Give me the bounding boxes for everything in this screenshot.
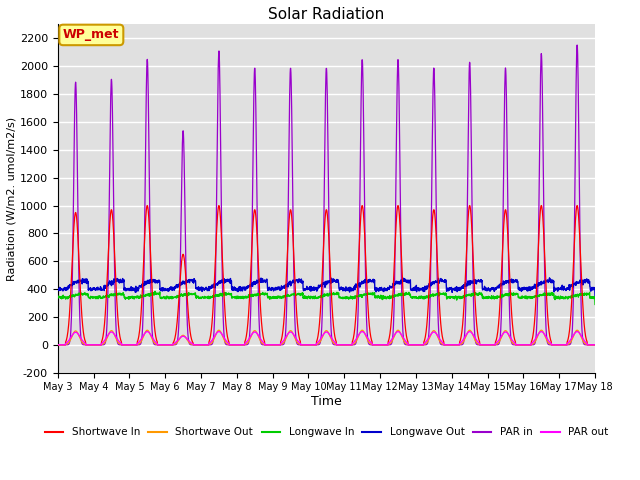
Text: WP_met: WP_met [63,28,120,41]
Title: Solar Radiation: Solar Radiation [268,7,385,22]
X-axis label: Time: Time [311,395,342,408]
Legend: Shortwave In, Shortwave Out, Longwave In, Longwave Out, PAR in, PAR out: Shortwave In, Shortwave Out, Longwave In… [40,423,612,442]
Y-axis label: Radiation (W/m2. umol/m2/s): Radiation (W/m2. umol/m2/s) [7,117,17,281]
